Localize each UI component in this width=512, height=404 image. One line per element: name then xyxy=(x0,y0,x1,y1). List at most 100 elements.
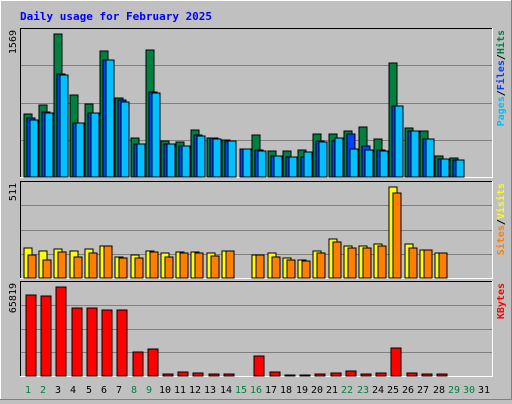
bar-sites-day-28 xyxy=(438,252,448,279)
x-tick-label-18: 18 xyxy=(280,385,292,396)
x-tick-label-15: 15 xyxy=(235,385,247,396)
bar-pages-day-15 xyxy=(242,148,252,178)
x-tick-label-10: 10 xyxy=(159,385,171,396)
bar-sites-day-16 xyxy=(255,254,265,279)
bar-sites-day-3 xyxy=(57,251,67,279)
bar-kbytes-day-4 xyxy=(71,307,83,377)
bar-pages-day-5 xyxy=(90,112,100,178)
bar-kbytes-day-23 xyxy=(360,373,372,377)
bar-sites-day-6 xyxy=(103,245,113,279)
x-tick-label-4: 4 xyxy=(70,385,76,396)
legend-kbytes: KBytes xyxy=(496,283,507,319)
legend-item-pages: Pages xyxy=(496,96,507,126)
panel-hits-files-pages: 1569 Pages/Files/Hits xyxy=(8,28,507,178)
bar-sites-day-26 xyxy=(408,247,418,279)
chart-title: Daily usage for February 2025 xyxy=(20,10,212,23)
bar-sites-day-19 xyxy=(301,260,311,279)
legend-separator: / xyxy=(496,219,507,225)
bar-pages-day-12 xyxy=(196,135,206,178)
x-tick-label-28: 28 xyxy=(433,385,445,396)
legend-separator: / xyxy=(496,54,507,60)
bar-sites-day-17 xyxy=(271,256,281,279)
x-tick-label-3: 3 xyxy=(55,385,61,396)
bar-sites-day-5 xyxy=(88,252,98,279)
bar-pages-day-9 xyxy=(151,92,161,178)
x-tick-label-14: 14 xyxy=(220,385,232,396)
legend-item-kbytes: KBytes xyxy=(496,283,507,319)
bar-sites-day-20 xyxy=(316,252,326,279)
bar-pages-day-16 xyxy=(257,150,267,178)
bar-kbytes-day-24 xyxy=(375,372,387,377)
bar-kbytes-day-18 xyxy=(284,374,296,377)
legend-separator: / xyxy=(496,90,507,96)
bar-pages-day-11 xyxy=(181,145,191,178)
bar-pages-day-25 xyxy=(394,105,404,178)
x-tick-label-1: 1 xyxy=(25,385,31,396)
legend-item-sites: Sites xyxy=(495,225,507,255)
bar-sites-day-14 xyxy=(225,250,235,279)
x-tick-label-16: 16 xyxy=(250,385,262,396)
x-tick-label-19: 19 xyxy=(296,385,308,396)
x-tick-label-5: 5 xyxy=(86,385,92,396)
bar-sites-day-7 xyxy=(118,257,128,279)
bar-pages-day-24 xyxy=(379,150,389,178)
bar-kbytes-day-7 xyxy=(116,309,128,377)
bar-kbytes-day-20 xyxy=(314,373,326,377)
x-tick-label-21: 21 xyxy=(326,385,338,396)
bar-sites-day-1 xyxy=(27,254,37,279)
bar-pages-day-6 xyxy=(105,59,115,178)
bar-pages-day-23 xyxy=(364,149,374,178)
bar-sites-day-18 xyxy=(286,259,296,279)
x-tick-label-31: 31 xyxy=(478,385,490,396)
bar-kbytes-day-9 xyxy=(147,348,159,377)
bar-sites-day-4 xyxy=(73,256,83,279)
bar-kbytes-day-26 xyxy=(406,372,418,377)
bar-kbytes-day-6 xyxy=(101,309,113,377)
bar-sites-day-2 xyxy=(42,259,52,279)
bar-sites-day-11 xyxy=(179,252,189,279)
bar-sites-day-23 xyxy=(362,247,372,279)
bar-kbytes-day-2 xyxy=(40,295,52,377)
bar-sites-day-21 xyxy=(332,241,342,279)
bar-pages-day-10 xyxy=(166,143,176,178)
bar-kbytes-day-10 xyxy=(162,373,174,377)
bar-kbytes-day-27 xyxy=(421,373,433,377)
bar-pages-day-17 xyxy=(273,155,283,178)
bar-pages-day-2 xyxy=(44,112,54,178)
bar-pages-day-7 xyxy=(120,101,130,178)
x-tick-label-22: 22 xyxy=(341,385,353,396)
x-tick-label-26: 26 xyxy=(402,385,414,396)
ymax-label-hits-files-pages: 1569 xyxy=(8,30,19,54)
bar-kbytes-day-11 xyxy=(177,371,189,377)
x-tick-label-29: 29 xyxy=(448,385,460,396)
ymax-label-kbytes: 65819 xyxy=(8,283,19,313)
bar-sites-day-22 xyxy=(347,247,357,279)
bar-kbytes-day-14 xyxy=(223,373,235,377)
legend-item-visits: Visits xyxy=(495,183,507,219)
x-tick-label-24: 24 xyxy=(372,385,384,396)
legend-item-hits: Hits xyxy=(495,30,507,54)
x-tick-label-8: 8 xyxy=(131,385,137,396)
bar-sites-day-9 xyxy=(149,251,159,279)
bar-sites-day-24 xyxy=(377,245,387,279)
bar-pages-day-26 xyxy=(410,130,420,178)
legend-hits-files-pages: Pages/Files/Hits xyxy=(495,30,507,126)
x-tick-label-25: 25 xyxy=(387,385,399,396)
x-tick-label-6: 6 xyxy=(101,385,107,396)
bar-sites-day-12 xyxy=(194,252,204,279)
bar-sites-day-27 xyxy=(423,249,433,279)
bar-sites-day-8 xyxy=(134,257,144,279)
bar-kbytes-day-19 xyxy=(299,374,311,377)
bar-kbytes-day-22 xyxy=(345,370,357,377)
bar-pages-day-19 xyxy=(303,151,313,178)
x-tick-label-13: 13 xyxy=(204,385,216,396)
bar-kbytes-day-16 xyxy=(253,355,265,377)
x-tick-label-17: 17 xyxy=(265,385,277,396)
x-tick-label-7: 7 xyxy=(116,385,122,396)
bar-pages-day-14 xyxy=(227,140,237,178)
ymax-label-visits-sites: 511 xyxy=(8,183,19,201)
bar-kbytes-day-3 xyxy=(55,286,67,377)
bar-pages-day-29 xyxy=(455,159,465,178)
bar-pages-day-3 xyxy=(59,74,69,178)
x-tick-label-23: 23 xyxy=(357,385,369,396)
